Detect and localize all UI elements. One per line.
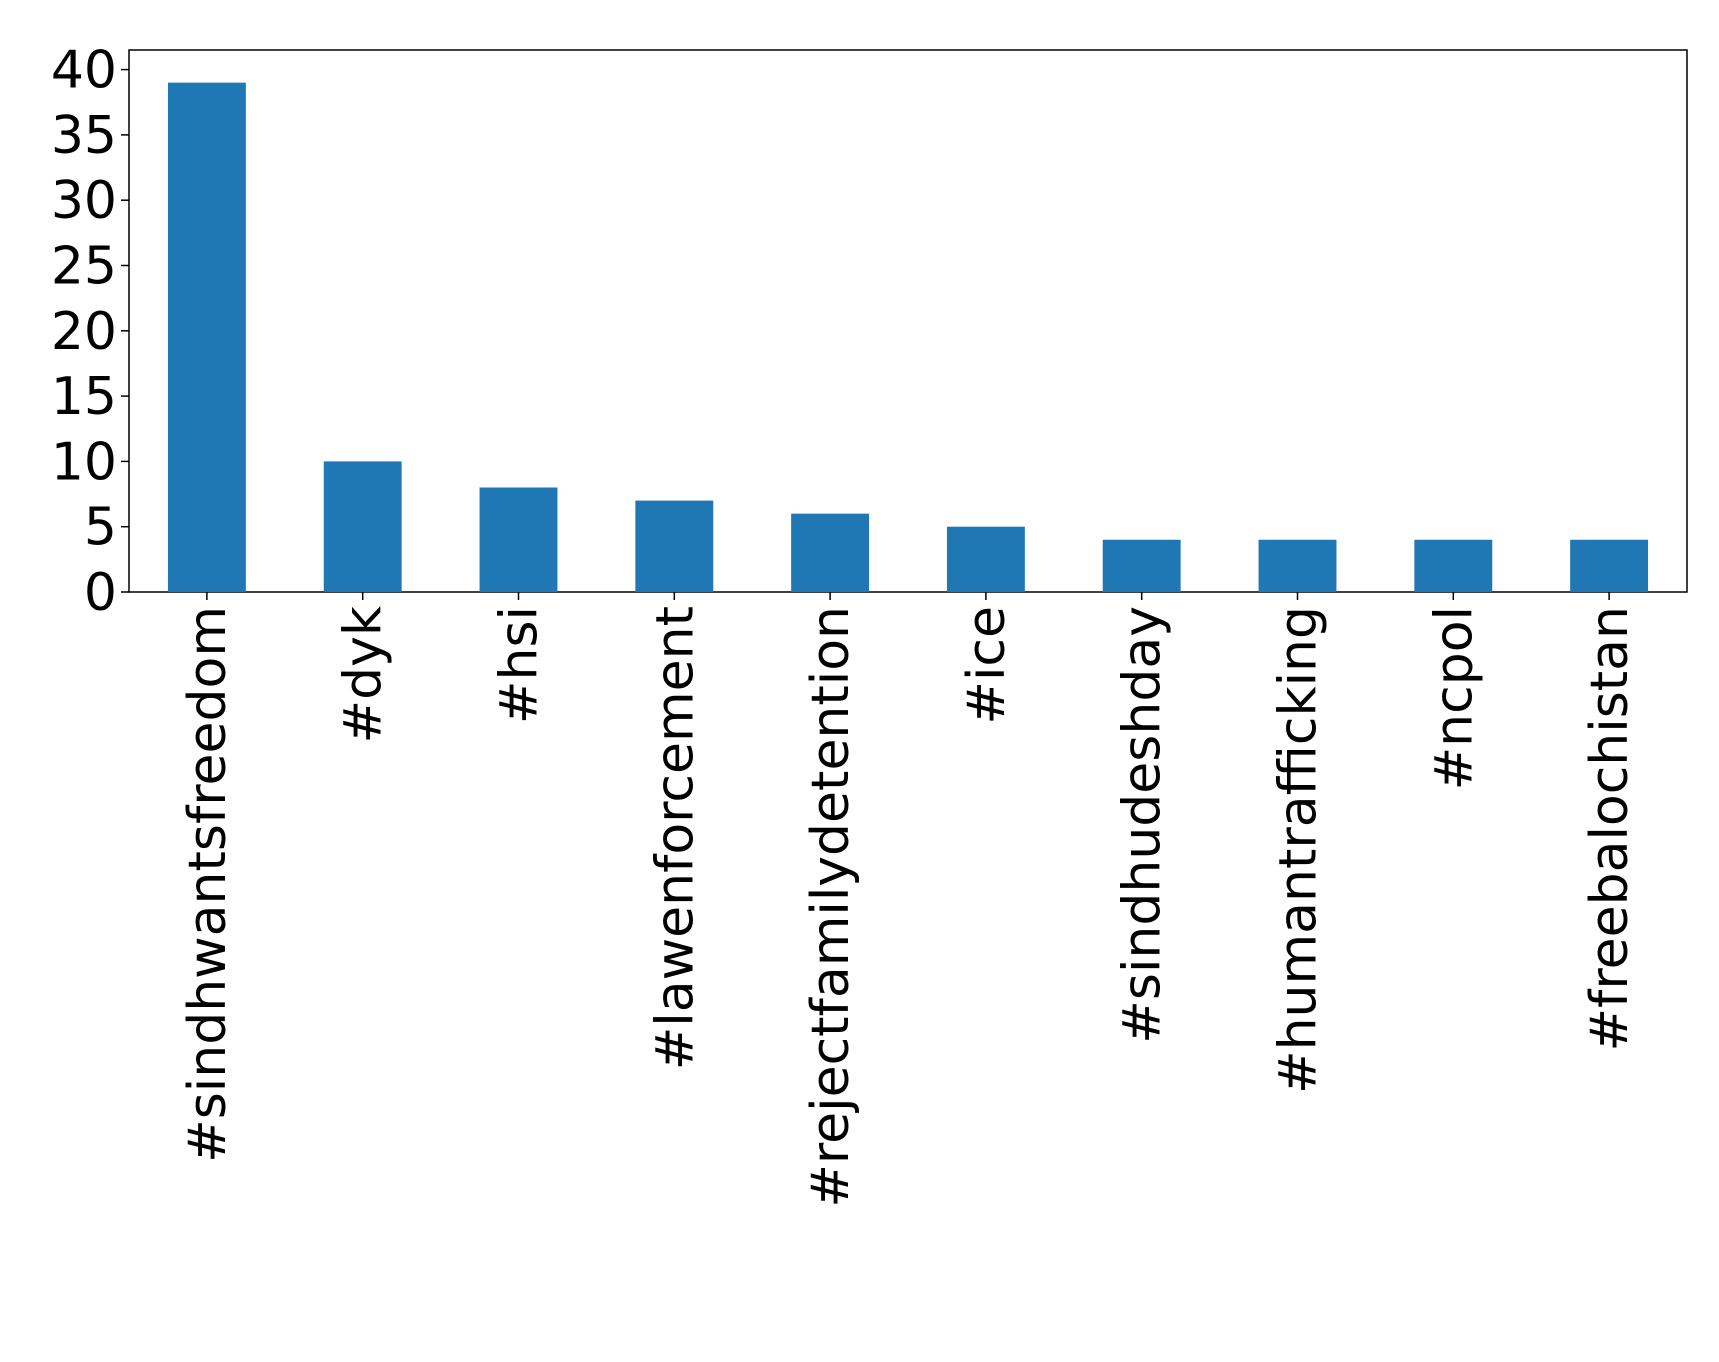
y-tick-label: 0 xyxy=(84,563,117,623)
y-tick-label: 15 xyxy=(51,367,117,427)
bar xyxy=(167,82,246,592)
x-tick-label: #sindhwantsfreedom xyxy=(178,606,238,1163)
bar xyxy=(1570,539,1649,592)
x-tick-label: #lawenforcement xyxy=(645,606,705,1070)
bar xyxy=(1102,539,1181,592)
bar xyxy=(323,461,402,592)
plot-frame xyxy=(128,49,1688,593)
x-tick-label: #sindhudeshday xyxy=(1113,606,1173,1044)
x-tick-label: #dyk xyxy=(334,606,394,743)
y-tick-label: 25 xyxy=(51,236,117,296)
y-tick-label: 10 xyxy=(51,432,117,492)
bar xyxy=(946,526,1025,592)
x-tick-label: #ice xyxy=(957,606,1017,725)
x-tick-label: #ncpol xyxy=(1424,606,1484,790)
y-tick-label: 5 xyxy=(84,498,117,558)
bar xyxy=(791,513,870,592)
x-tick-label: #humantrafficking xyxy=(1269,606,1329,1094)
y-tick-label: 30 xyxy=(51,171,117,231)
y-tick-label: 40 xyxy=(51,41,117,101)
x-tick-label: #freebalochistan xyxy=(1580,606,1640,1052)
bar xyxy=(1414,539,1493,592)
y-tick-label: 35 xyxy=(51,106,117,166)
bar xyxy=(635,500,714,592)
bar xyxy=(1258,539,1337,592)
x-tick-label: #hsi xyxy=(490,606,550,724)
x-tick-label: #rejectfamilydetention xyxy=(801,606,861,1208)
bar xyxy=(479,487,558,592)
y-tick-label: 20 xyxy=(51,302,117,362)
